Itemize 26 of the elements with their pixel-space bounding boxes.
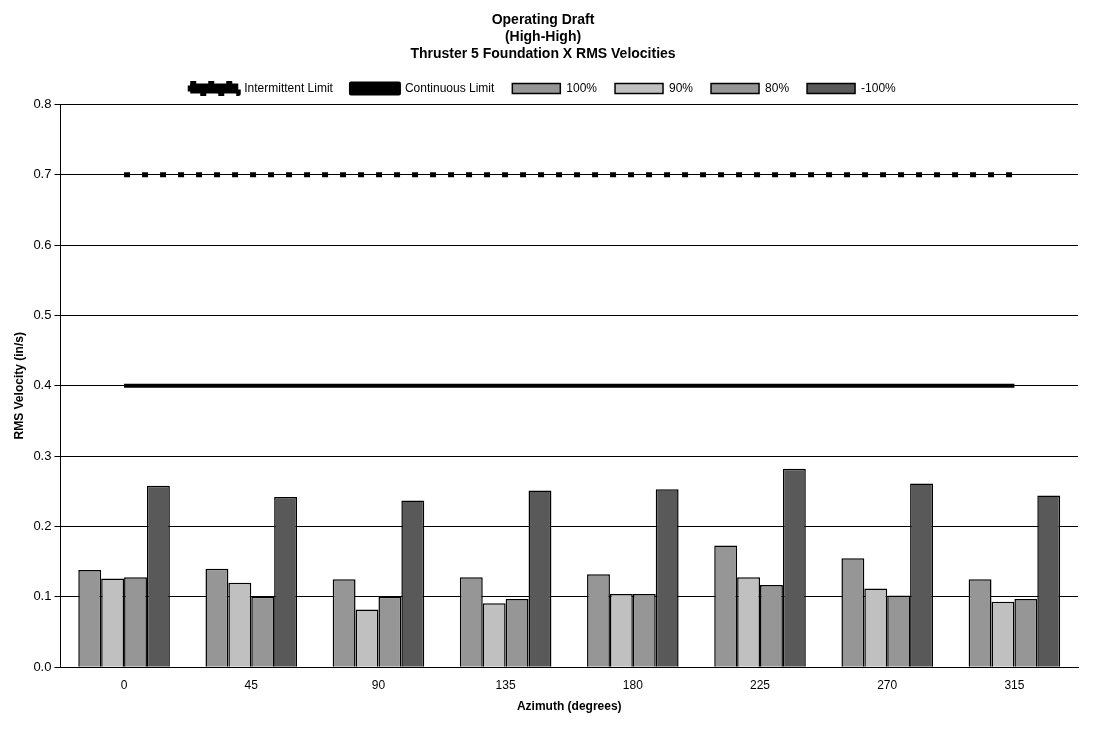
y-tick-label: 0.6 [33, 236, 52, 252]
x-tick-label: 45 [244, 677, 259, 692]
x-tick-label: 135 [495, 677, 516, 692]
y-tick-label: 0.8 [33, 95, 52, 111]
y-tick-label: 0.5 [33, 307, 52, 323]
x-tick-label: 315 [1004, 677, 1025, 692]
x-tick-label: 90 [371, 677, 386, 692]
legend-label: 100% [566, 80, 598, 95]
x-tick-label: 225 [750, 677, 771, 692]
y-tick-label: 0.2 [33, 518, 52, 534]
legend-label: -100% [861, 80, 897, 95]
x-tick-label: 180 [622, 677, 644, 692]
legend-label: 90% [669, 80, 694, 95]
y-tick-label: 0.4 [33, 377, 52, 393]
x-tick-label: 270 [877, 677, 898, 692]
chart-title: Operating Draft (High-High) Thruster 5 Foundation X RMS Velocities [410, 11, 676, 61]
x-axis-title: Azimuth (degrees) [516, 699, 622, 714]
y-axis-title: RMS Velocity (in/s) [11, 332, 26, 440]
y-tick-label: 0.1 [33, 588, 52, 604]
legend-label: Intermittent Limit [244, 80, 334, 95]
y-tick-label: 0.3 [33, 447, 52, 463]
x-tick-label: 0 [120, 677, 128, 692]
y-tick-label: 0.0 [33, 658, 52, 674]
y-tick-label: 0.7 [33, 166, 52, 182]
legend-label: Continuous Limit [404, 80, 495, 95]
legend-label: 80% [765, 80, 790, 95]
